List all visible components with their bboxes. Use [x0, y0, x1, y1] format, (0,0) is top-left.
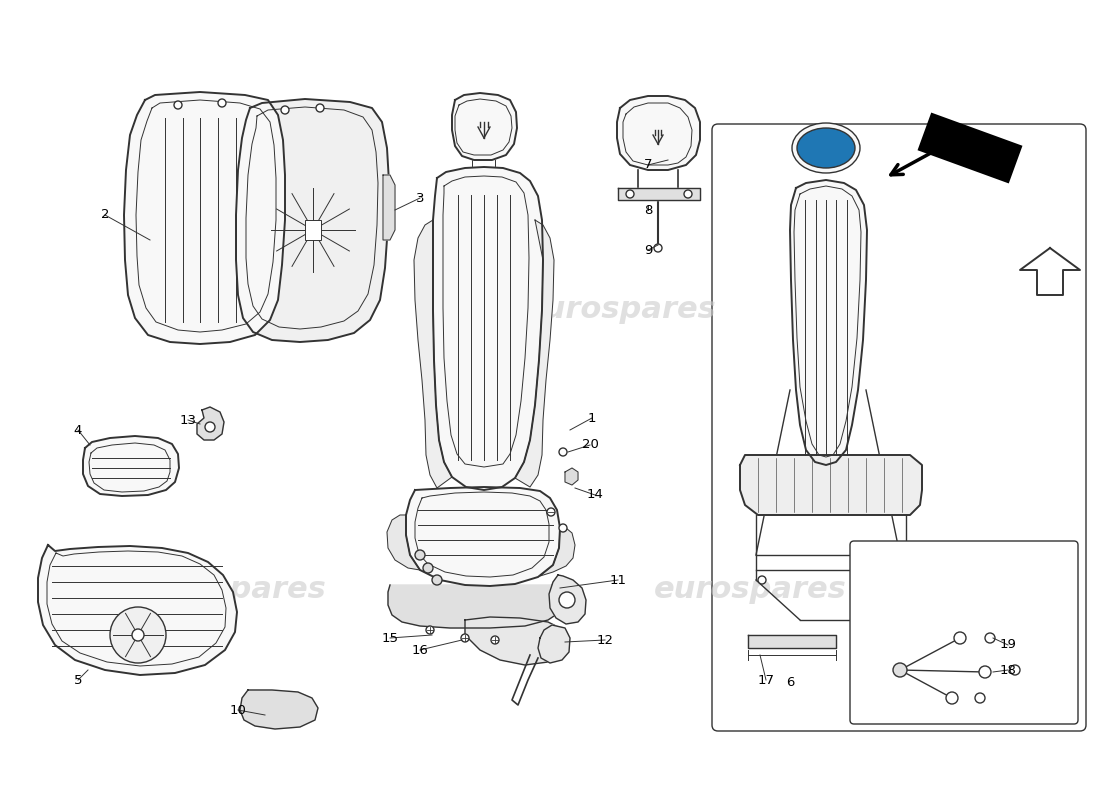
- Polygon shape: [124, 92, 285, 344]
- Text: 8: 8: [644, 203, 652, 217]
- Polygon shape: [387, 515, 420, 570]
- Text: 15: 15: [382, 631, 398, 645]
- Text: eurospares: eurospares: [133, 295, 327, 325]
- Text: 17: 17: [758, 674, 774, 686]
- Circle shape: [426, 626, 434, 634]
- Polygon shape: [383, 175, 395, 240]
- Text: 6: 6: [785, 677, 794, 690]
- Ellipse shape: [798, 128, 855, 168]
- Circle shape: [432, 575, 442, 585]
- Circle shape: [415, 550, 425, 560]
- Polygon shape: [452, 93, 517, 160]
- Text: 20: 20: [582, 438, 598, 451]
- Polygon shape: [433, 167, 543, 490]
- FancyBboxPatch shape: [712, 124, 1086, 731]
- Circle shape: [984, 633, 996, 643]
- Circle shape: [280, 106, 289, 114]
- Polygon shape: [515, 220, 554, 487]
- Text: 5: 5: [74, 674, 82, 686]
- Polygon shape: [1020, 248, 1080, 295]
- Bar: [918, 114, 1021, 182]
- Text: 13: 13: [179, 414, 197, 426]
- Text: 11: 11: [609, 574, 627, 586]
- Polygon shape: [618, 188, 700, 200]
- Text: eurospares: eurospares: [524, 295, 716, 325]
- Polygon shape: [39, 545, 236, 675]
- Circle shape: [547, 508, 556, 516]
- Text: eurospares: eurospares: [653, 575, 846, 605]
- Text: 2: 2: [101, 209, 109, 222]
- Polygon shape: [540, 528, 575, 576]
- Circle shape: [1010, 665, 1020, 675]
- Polygon shape: [236, 99, 389, 342]
- Circle shape: [975, 693, 984, 703]
- Text: 16: 16: [411, 643, 428, 657]
- Polygon shape: [406, 487, 560, 586]
- Circle shape: [954, 632, 966, 644]
- Polygon shape: [465, 617, 565, 665]
- Circle shape: [896, 576, 904, 584]
- Polygon shape: [549, 575, 586, 624]
- Circle shape: [654, 244, 662, 252]
- Circle shape: [559, 524, 566, 532]
- Circle shape: [218, 99, 226, 107]
- Polygon shape: [197, 407, 224, 440]
- Circle shape: [559, 592, 575, 608]
- Text: 14: 14: [586, 489, 604, 502]
- Circle shape: [424, 563, 433, 573]
- Circle shape: [946, 692, 958, 704]
- Text: 18: 18: [1000, 663, 1016, 677]
- Circle shape: [461, 634, 469, 642]
- Circle shape: [132, 629, 144, 641]
- Circle shape: [626, 190, 634, 198]
- Circle shape: [110, 607, 166, 663]
- Circle shape: [491, 636, 499, 644]
- Circle shape: [758, 576, 766, 584]
- Polygon shape: [414, 220, 452, 488]
- Text: 7: 7: [644, 158, 652, 171]
- Circle shape: [559, 448, 566, 456]
- Circle shape: [684, 190, 692, 198]
- Text: 12: 12: [596, 634, 614, 646]
- Polygon shape: [748, 635, 836, 648]
- Text: 9: 9: [644, 243, 652, 257]
- Text: eurospares: eurospares: [133, 575, 327, 605]
- Circle shape: [316, 104, 324, 112]
- Circle shape: [174, 101, 182, 109]
- Polygon shape: [388, 585, 563, 628]
- Text: 19: 19: [1000, 638, 1016, 651]
- FancyBboxPatch shape: [850, 541, 1078, 724]
- Text: 10: 10: [230, 703, 246, 717]
- Ellipse shape: [792, 123, 860, 173]
- Polygon shape: [617, 96, 700, 170]
- Text: 4: 4: [74, 423, 82, 437]
- Bar: [305, 220, 321, 240]
- Text: 3: 3: [416, 191, 425, 205]
- Polygon shape: [82, 436, 179, 496]
- Text: 1: 1: [587, 411, 596, 425]
- Polygon shape: [565, 468, 578, 485]
- Circle shape: [893, 663, 907, 677]
- Polygon shape: [240, 690, 318, 729]
- Polygon shape: [790, 180, 867, 465]
- Polygon shape: [740, 455, 922, 515]
- Circle shape: [205, 422, 214, 432]
- Polygon shape: [538, 625, 570, 663]
- Circle shape: [979, 666, 991, 678]
